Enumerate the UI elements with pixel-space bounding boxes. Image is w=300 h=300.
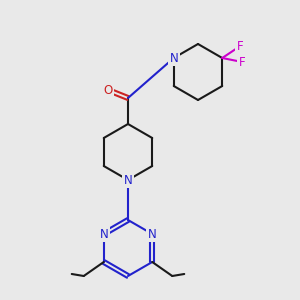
Text: F: F <box>237 40 244 52</box>
Text: N: N <box>148 227 157 241</box>
Text: N: N <box>99 227 108 241</box>
Text: F: F <box>239 56 246 68</box>
Text: N: N <box>124 173 132 187</box>
Text: O: O <box>103 83 112 97</box>
Text: N: N <box>169 52 178 64</box>
